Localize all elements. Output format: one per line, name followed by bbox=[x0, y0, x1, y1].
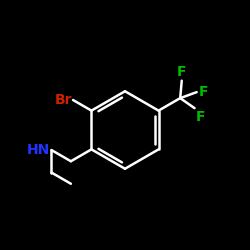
Text: Br: Br bbox=[54, 93, 72, 107]
Text: F: F bbox=[196, 110, 205, 124]
Text: HN: HN bbox=[27, 143, 50, 157]
Text: F: F bbox=[177, 65, 186, 79]
Text: F: F bbox=[199, 85, 208, 99]
